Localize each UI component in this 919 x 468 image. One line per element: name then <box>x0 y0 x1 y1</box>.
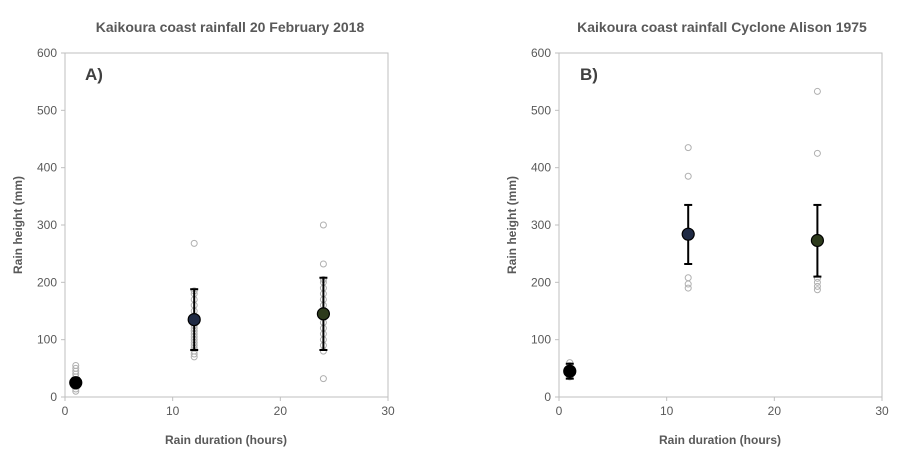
y-tick-label-a: 300 <box>37 218 57 232</box>
data-point-a <box>319 260 327 268</box>
y-tick-label-b: 500 <box>531 103 551 117</box>
x-tick-label-a: 20 <box>274 404 288 418</box>
data-point-a <box>319 375 327 383</box>
y-tick-label-a: 100 <box>37 333 57 347</box>
x-tick-label-b: 10 <box>660 404 674 418</box>
data-point-a <box>319 221 327 229</box>
chart-title-b: Kaikoura coast rainfall Cyclone Alison 1… <box>577 19 867 35</box>
y-tick-label-a: 600 <box>37 46 57 60</box>
mean-point-b <box>563 364 577 378</box>
panel-a: Kaikoura coast rainfall 20 February 2018… <box>11 19 364 447</box>
data-point-a <box>72 364 80 372</box>
x-tick-label-b: 30 <box>875 404 889 418</box>
data-point-b <box>813 278 821 286</box>
y-tick-label-b: 400 <box>531 161 551 175</box>
data-point-b <box>813 87 821 95</box>
mean-point-a <box>69 376 83 390</box>
data-point-b <box>684 172 692 180</box>
mean-point-a <box>316 307 330 321</box>
x-axis-label-a: Rain duration (hours) <box>165 433 287 447</box>
chart-title-a: Kaikoura coast rainfall 20 February 2018 <box>96 19 365 35</box>
panel-label-b: B) <box>580 65 598 84</box>
plot-area-b <box>558 52 883 398</box>
y-axis-label-b: Rain height (mm) <box>505 176 519 274</box>
x-tick-label-a: 0 <box>62 404 69 418</box>
x-tick-label-b: 0 <box>556 404 563 418</box>
mean-point-a <box>187 313 201 327</box>
y-tick-label-b: 200 <box>531 275 551 289</box>
data-point-b <box>813 282 821 290</box>
mean-point-b <box>681 227 695 241</box>
plot-area-a <box>64 52 389 398</box>
x-tick-label-a: 10 <box>166 404 180 418</box>
data-point-a <box>72 361 80 369</box>
y-tick-label-a: 500 <box>37 103 57 117</box>
x-tick-label-b: 20 <box>768 404 782 418</box>
panel-label-a: A) <box>85 65 103 84</box>
mean-point-b <box>810 233 825 248</box>
data-point-b <box>684 274 692 282</box>
y-tick-label-b: 0 <box>544 390 551 404</box>
y-tick-label-b: 600 <box>531 46 551 60</box>
data-point-b <box>813 286 821 294</box>
y-tick-label-a: 0 <box>50 390 57 404</box>
x-axis-label-b: Rain duration (hours) <box>659 433 781 447</box>
data-point-a <box>190 239 198 247</box>
y-tick-label-b: 100 <box>531 333 551 347</box>
data-point-b <box>684 284 692 292</box>
x-tick-label-a: 30 <box>381 404 395 418</box>
y-axis-label-a: Rain height (mm) <box>11 176 25 274</box>
data-point-b <box>813 149 821 157</box>
y-tick-label-a: 400 <box>37 161 57 175</box>
y-tick-label-a: 200 <box>37 275 57 289</box>
panel-b: Kaikoura coast rainfall Cyclone Alison 1… <box>505 19 867 447</box>
data-point-b <box>684 144 692 152</box>
data-point-b <box>684 280 692 288</box>
y-tick-label-b: 300 <box>531 218 551 232</box>
